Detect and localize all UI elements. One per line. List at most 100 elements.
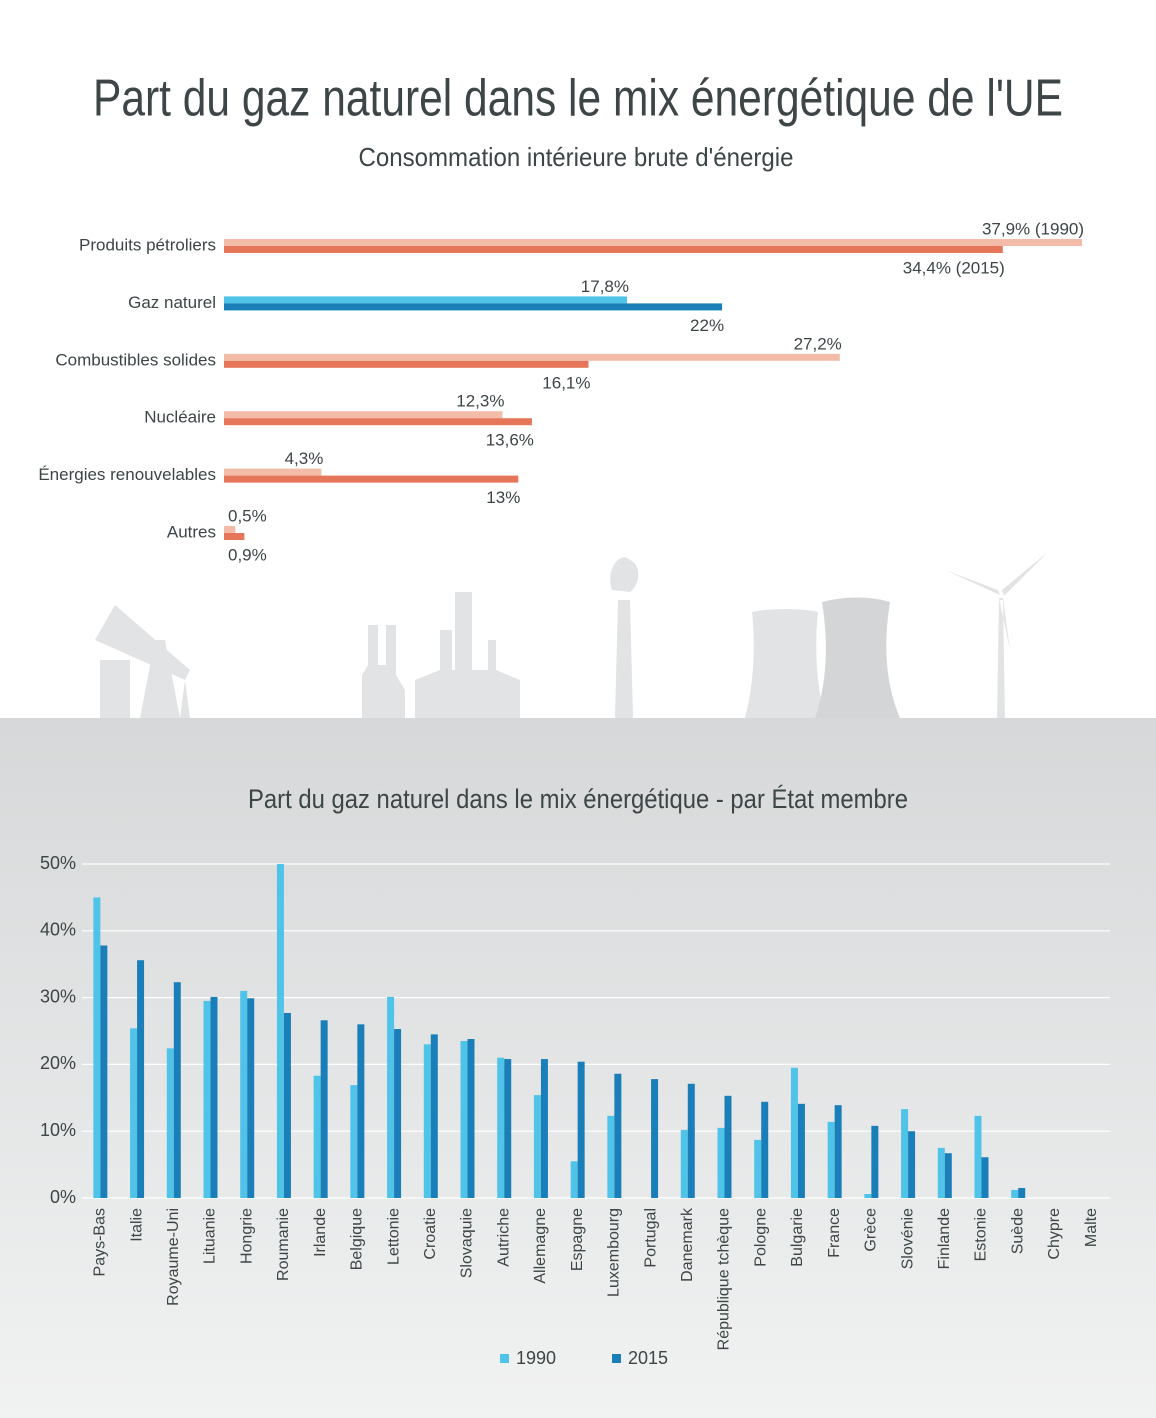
x-tick-label: Allemagne	[532, 1208, 549, 1284]
chart-subtitle: Consommation intérieure brute d'énergie	[359, 142, 794, 172]
bar	[460, 1041, 468, 1198]
bar	[533, 1095, 541, 1198]
bar	[981, 1157, 989, 1198]
category-label: Produits pétroliers	[79, 235, 216, 254]
x-tick-label: Slovaquie	[459, 1208, 476, 1278]
bar	[864, 1193, 872, 1198]
bar	[717, 1127, 725, 1198]
legend-label: 1990	[516, 1348, 556, 1368]
y-tick-label: 20%	[40, 1053, 76, 1073]
bar	[203, 1000, 211, 1198]
bar	[901, 1109, 909, 1198]
bar	[224, 360, 589, 368]
value-label: 34,4% (2015)	[903, 258, 1005, 277]
bar	[224, 533, 245, 540]
x-tick-label: Portugal	[642, 1208, 659, 1268]
bar	[224, 296, 627, 304]
value-label: 17,8%	[581, 277, 629, 296]
x-tick-label: Luxembourg	[606, 1208, 623, 1297]
x-tick-label: Autriche	[495, 1208, 512, 1267]
bar	[423, 1044, 431, 1198]
bar	[1018, 1187, 1026, 1198]
x-tick-label: Belgique	[349, 1208, 366, 1270]
value-label: 16,1%	[542, 373, 590, 392]
bar	[790, 1067, 798, 1198]
bar	[320, 1020, 328, 1198]
bar	[93, 897, 101, 1198]
bar	[944, 1153, 952, 1198]
x-tick-label: Croatie	[422, 1208, 439, 1260]
bar	[313, 1075, 321, 1198]
bar	[834, 1105, 842, 1198]
bar	[137, 960, 145, 1198]
bar	[247, 998, 255, 1198]
value-label: 12,3%	[456, 392, 504, 411]
x-tick-label: Roumanie	[275, 1208, 292, 1281]
bar	[797, 1103, 805, 1198]
category-label: Combustibles solides	[55, 350, 216, 369]
bar	[754, 1139, 762, 1198]
bar	[687, 1083, 695, 1198]
bar	[497, 1057, 505, 1198]
legend-swatch	[500, 1354, 509, 1363]
bar	[350, 1085, 358, 1198]
bar	[100, 945, 108, 1198]
bar	[166, 1048, 174, 1198]
x-tick-label: Pologne	[752, 1208, 769, 1267]
bar	[577, 1061, 585, 1198]
bar	[827, 1121, 835, 1198]
bar	[130, 1028, 138, 1198]
bar	[1011, 1189, 1019, 1198]
bar	[724, 1095, 732, 1198]
category-label: Gaz naturel	[128, 293, 216, 312]
x-tick-label: Pays-Bas	[92, 1208, 109, 1276]
legend-label: 2015	[628, 1348, 668, 1368]
x-tick-label: Danemark	[679, 1207, 696, 1282]
bar	[607, 1115, 615, 1198]
y-tick-label: 10%	[40, 1120, 76, 1140]
x-tick-label: Slovénie	[899, 1208, 916, 1269]
x-tick-label: Lettonie	[385, 1208, 402, 1265]
category-label: Nucléaire	[144, 408, 216, 427]
value-label: 4,3%	[285, 449, 324, 468]
value-label: 37,9% (1990)	[982, 219, 1084, 238]
bar	[283, 1012, 291, 1198]
value-label: 27,2%	[794, 334, 842, 353]
x-tick-label: Irlande	[312, 1208, 329, 1257]
bar	[224, 468, 322, 476]
x-tick-label: Hongrie	[238, 1208, 255, 1264]
bar	[651, 1079, 659, 1198]
bar	[467, 1039, 475, 1198]
bar	[871, 1125, 879, 1198]
bar	[224, 418, 532, 426]
value-label: 0,5%	[228, 506, 267, 525]
bar	[680, 1129, 688, 1198]
chart-title: Part du gaz naturel dans le mix énergéti…	[93, 70, 1063, 128]
industry-silhouettes	[95, 552, 1048, 718]
x-tick-label: République tchèque	[716, 1208, 733, 1350]
bar	[224, 475, 519, 483]
x-tick-label: Grèce	[863, 1208, 880, 1252]
x-tick-label: Bulgarie	[789, 1208, 806, 1267]
bar	[224, 411, 503, 419]
bar	[504, 1059, 512, 1198]
bar	[394, 1028, 402, 1198]
bar	[210, 996, 218, 1198]
y-tick-label: 50%	[40, 853, 76, 873]
y-tick-label: 30%	[40, 986, 76, 1006]
x-tick-label: Espagne	[569, 1208, 586, 1271]
x-tick-label: Suède	[1009, 1208, 1026, 1254]
bar	[276, 864, 284, 1198]
bar	[614, 1073, 622, 1198]
x-tick-label: Royaume-Uni	[165, 1208, 182, 1306]
bar	[240, 990, 248, 1198]
bar	[540, 1059, 548, 1198]
x-tick-label: Lituanie	[202, 1208, 219, 1264]
x-tick-label: Italie	[128, 1208, 145, 1242]
bar	[173, 982, 181, 1198]
x-tick-label: Estonie	[973, 1208, 990, 1261]
category-label: Autres	[167, 522, 216, 541]
legend-swatch	[612, 1354, 621, 1363]
